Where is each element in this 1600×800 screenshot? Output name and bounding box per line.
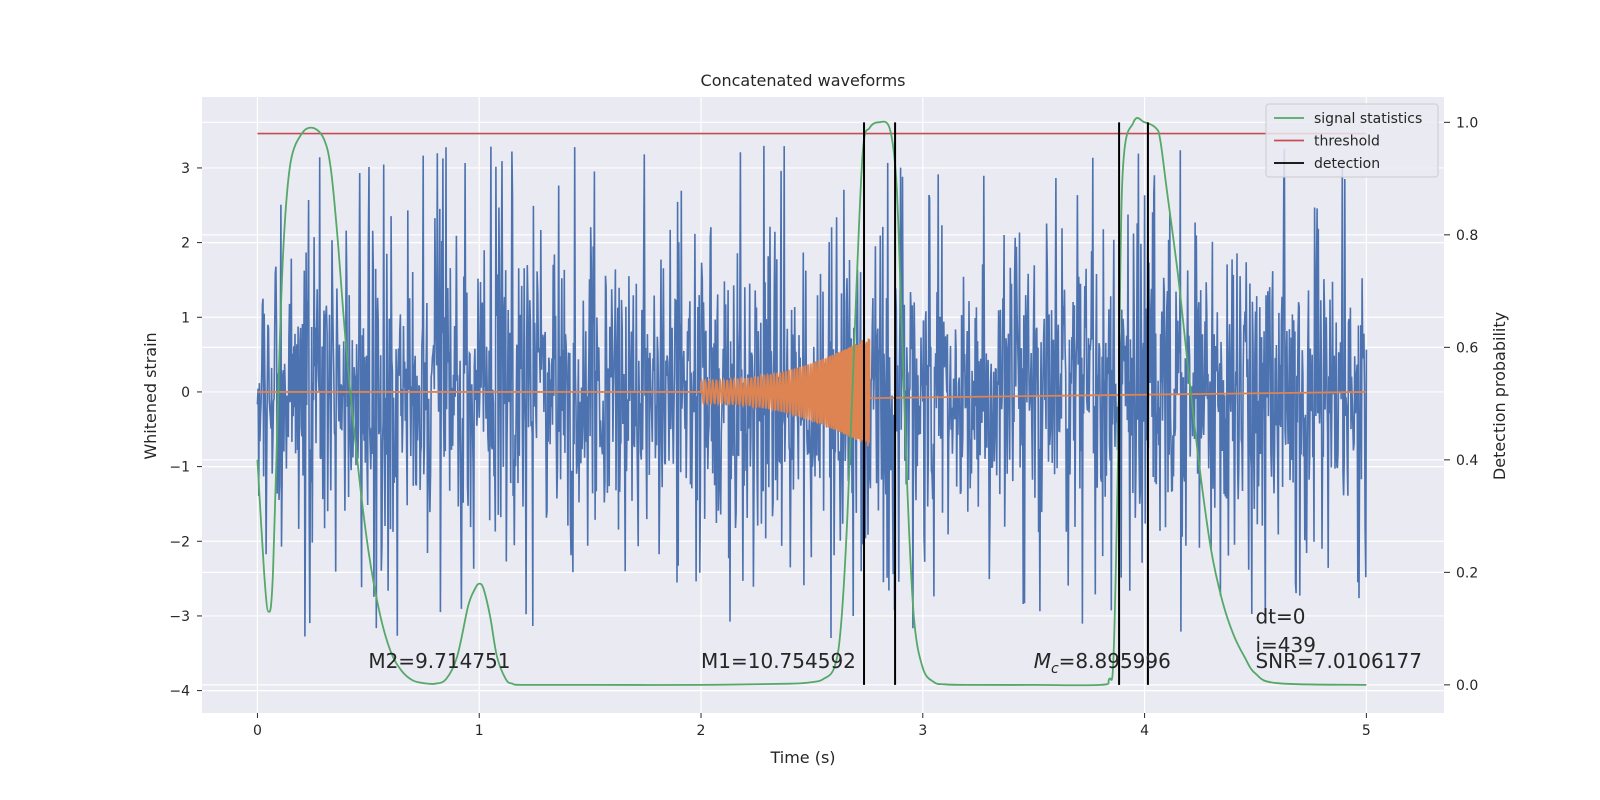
annotation-text: i=439 [1255,633,1316,657]
x-tick-label: 5 [1362,723,1371,739]
x-tick-label: 0 [253,723,262,739]
y-tick-label: −2 [169,534,190,550]
x-tick-label: 1 [475,723,484,739]
x-tick-label: 3 [918,723,927,739]
y-tick-label: 3 [181,161,190,177]
y2-tick-label: 0.4 [1456,453,1478,469]
y2-tick-label: 0.2 [1456,565,1478,581]
y-tick-label: −1 [169,460,190,476]
x-tick-label: 2 [697,723,706,739]
annotation-text: M1=10.754592 [701,649,856,673]
chart-title: Concatenated waveforms [701,71,906,90]
axes-ticks: 0 1 2 3 4 5 −4 −3 −2 −1 0 1 2 3 0.0 0.2 0.4 0.6 0.8 1.0 [169,115,1478,739]
template-line [257,338,1367,447]
y-tick-label: 2 [181,236,190,252]
legend-label: detection [1314,156,1380,172]
y-axis-label: Whitened strain [141,332,160,459]
x-tick-label: 4 [1140,723,1149,739]
y2-tick-label: 0.8 [1456,228,1478,244]
x-axis-label: Time (s) [769,748,835,767]
y2-tick-label: 1.0 [1456,115,1478,131]
annotation-text: Mc=8.895996 [1034,649,1171,677]
legend-label: threshold [1314,134,1380,150]
annotations: M2=9.714751 M1=10.754592 Mc=8.895996 dt=0 i=… [368,604,1422,677]
y2-tick-label: 0.6 [1456,340,1478,356]
y-tick-label: −4 [169,684,190,700]
legend: signal statistics threshold detection [1265,103,1439,178]
series-detection [863,122,1149,685]
y2-axis-label: Detection probability [1490,312,1509,480]
legend-label: signal statistics [1314,111,1422,127]
annotation-text: M2=9.714751 [368,649,510,673]
legend-box [1265,103,1439,178]
series-template [257,338,1367,447]
annotation-text: SNR=7.0106177 [1255,649,1421,673]
y2-tick-label: 0.0 [1456,678,1478,694]
y-tick-label: 1 [181,310,190,326]
y-tick-label: −3 [169,609,190,625]
y-tick-label: 0 [181,385,190,401]
annotation-text: dt=0 [1255,604,1305,628]
